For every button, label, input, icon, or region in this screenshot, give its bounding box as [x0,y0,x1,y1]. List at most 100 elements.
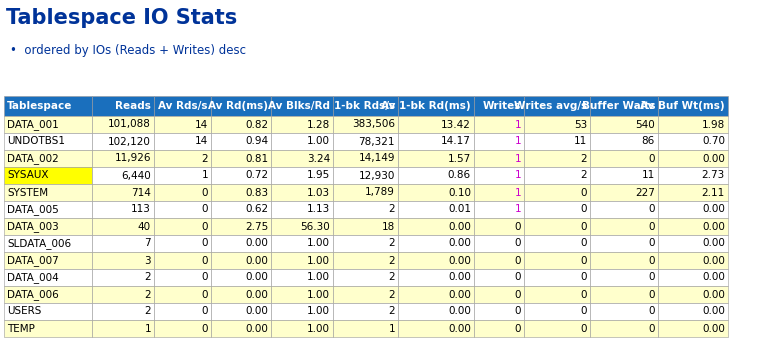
Bar [333,269,398,286]
Text: 1.95: 1.95 [307,170,330,180]
Bar [333,218,398,235]
Text: 40: 40 [138,221,151,232]
Bar [271,235,333,252]
Bar [474,235,524,252]
Text: 0: 0 [515,307,521,316]
Text: 0.00: 0.00 [702,221,725,232]
Bar [524,252,590,269]
Text: 0.00: 0.00 [245,256,268,266]
Text: •  ordered by IOs (Reads + Writes) desc: • ordered by IOs (Reads + Writes) desc [10,44,246,57]
Text: DATA_002: DATA_002 [7,153,59,164]
Text: 56.30: 56.30 [300,221,330,232]
Bar [4,235,92,252]
Text: 0.82: 0.82 [245,120,268,129]
Text: 0.01: 0.01 [448,204,471,215]
Text: 0.00: 0.00 [448,272,471,283]
Text: 0: 0 [515,272,521,283]
Text: 0.00: 0.00 [245,239,268,248]
Bar [658,252,728,269]
Text: 0.00: 0.00 [448,307,471,316]
Text: 0: 0 [649,153,655,164]
Bar [271,303,333,320]
Bar [92,116,154,133]
Bar [333,252,398,269]
Bar [211,235,271,252]
Bar [4,303,92,320]
Bar [398,133,474,150]
Text: 6,440: 6,440 [121,170,151,180]
Bar [4,150,92,167]
Bar [524,150,590,167]
Bar [4,96,92,116]
Bar [474,218,524,235]
Text: 2: 2 [145,272,151,283]
Text: 0.00: 0.00 [702,256,725,266]
Text: 2.75: 2.75 [245,221,268,232]
Text: DATA_005: DATA_005 [7,204,59,215]
Text: 0.86: 0.86 [448,170,471,180]
Text: 0: 0 [649,272,655,283]
Bar [211,320,271,337]
Text: 0: 0 [515,256,521,266]
Text: 0: 0 [581,323,587,334]
Bar [474,201,524,218]
Bar [4,269,92,286]
Text: 0.00: 0.00 [448,290,471,299]
Bar [333,96,398,116]
Bar [154,218,211,235]
Text: 0: 0 [202,239,208,248]
Bar [398,320,474,337]
Text: 11: 11 [574,137,587,146]
Bar [4,184,92,201]
Bar [271,133,333,150]
Bar [154,133,211,150]
Text: Tablespace IO Stats: Tablespace IO Stats [6,8,237,28]
Text: 0: 0 [515,290,521,299]
Bar [524,201,590,218]
Bar [154,286,211,303]
Bar [524,184,590,201]
Text: 1.13: 1.13 [307,204,330,215]
Bar [474,116,524,133]
Text: TEMP: TEMP [7,323,35,334]
Bar [4,320,92,337]
Text: 0: 0 [581,307,587,316]
Text: 0.00: 0.00 [702,307,725,316]
Bar [271,252,333,269]
Text: DATA_004: DATA_004 [7,272,59,283]
Text: 2: 2 [388,256,395,266]
Bar [92,235,154,252]
Bar [333,201,398,218]
Bar [4,201,92,218]
Bar [590,269,658,286]
Text: 1: 1 [514,204,521,215]
Text: 0.62: 0.62 [245,204,268,215]
Bar [524,167,590,184]
Bar [474,96,524,116]
Bar [398,286,474,303]
Bar [211,303,271,320]
Bar [474,252,524,269]
Bar [474,167,524,184]
Text: 1: 1 [514,170,521,180]
Bar [474,303,524,320]
Bar [398,235,474,252]
Text: 14: 14 [195,120,208,129]
Text: 2: 2 [145,307,151,316]
Bar [271,320,333,337]
Text: 0: 0 [581,290,587,299]
Bar [92,320,154,337]
Text: 0.00: 0.00 [448,256,471,266]
Text: 14.17: 14.17 [441,137,471,146]
Text: 1.00: 1.00 [307,290,330,299]
Text: 383,506: 383,506 [352,120,395,129]
Text: 0.00: 0.00 [245,272,268,283]
Bar [398,150,474,167]
Bar [154,184,211,201]
Text: 0.10: 0.10 [448,188,471,197]
Bar [92,184,154,201]
Text: 1: 1 [202,170,208,180]
Text: 53: 53 [574,120,587,129]
Text: SYSAUX: SYSAUX [7,170,49,180]
Text: 0: 0 [581,256,587,266]
